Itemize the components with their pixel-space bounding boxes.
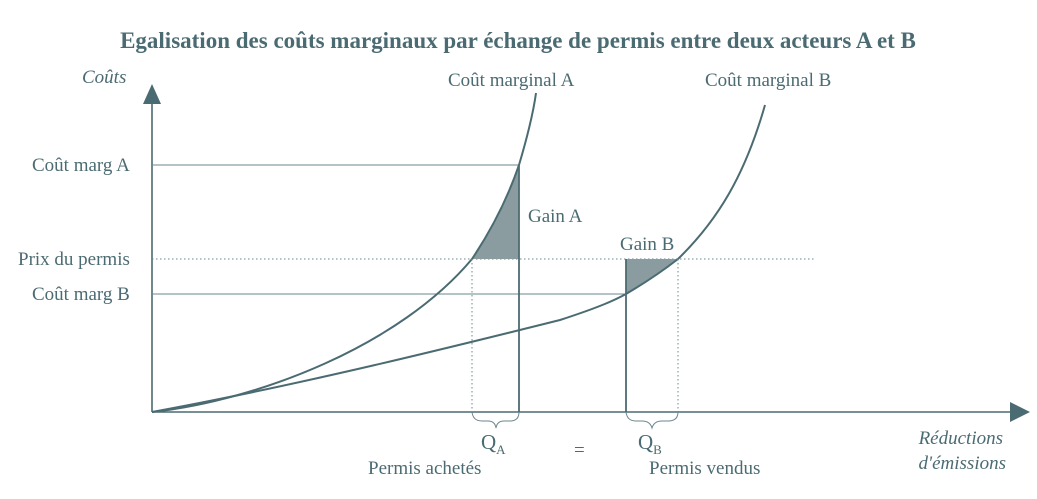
curve-cout-marginal-a [151, 92, 537, 413]
curve-label-cout-marginal-b: Coût marginal B [705, 70, 831, 91]
diagram-title: Egalisation des coûts marginaux par écha… [120, 28, 916, 53]
curve-cout-marginal-b [151, 104, 766, 413]
qa-label: QA [481, 430, 506, 457]
level-label-cout-marg-b: Coût marg B [32, 284, 130, 305]
brace-qa [471, 411, 520, 429]
gain-a-area [472, 165, 519, 259]
level-label-cout-marg-a: Coût marg A [32, 155, 130, 176]
y-axis-arrow [143, 84, 161, 104]
qb-label: QB [638, 430, 662, 457]
x-axis-arrow [1010, 402, 1030, 422]
brace-qb [625, 411, 679, 430]
x-axis-label-line2: d'émissions [919, 453, 1006, 474]
permis-vendus-label: Permis vendus [649, 458, 760, 479]
equals-sign: = [574, 440, 585, 461]
level-label-prix-du-permis: Prix du permis [18, 249, 130, 270]
curve-label-cout-marginal-a: Coût marginal A [448, 70, 575, 91]
gain-b-label: Gain B [620, 234, 674, 255]
y-axis-label: Coûts [82, 67, 126, 88]
gain-a-label: Gain A [528, 206, 583, 227]
permis-achetes-label: Permis achetés [368, 458, 481, 479]
x-axis-label-line1: Réductions [918, 428, 1003, 449]
